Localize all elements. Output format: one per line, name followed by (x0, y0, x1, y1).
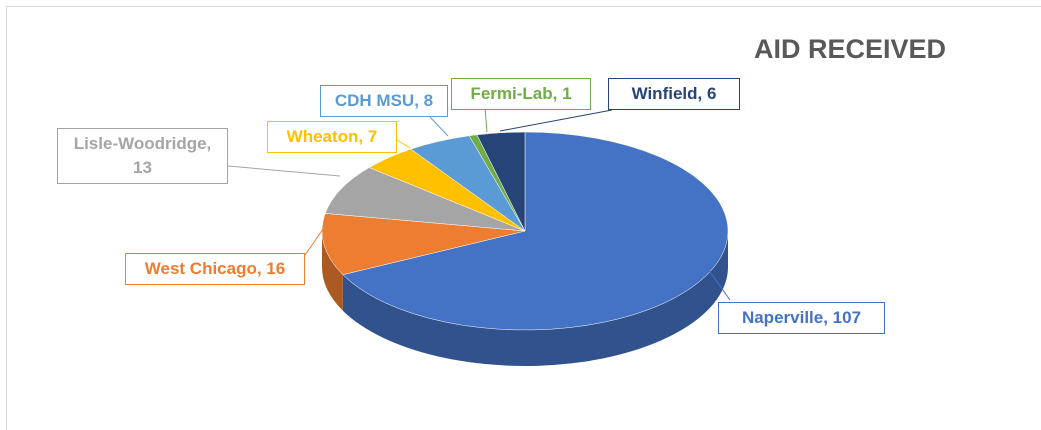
chart-title: AID RECEIVED (753, 34, 947, 64)
leader-line (304, 221, 329, 256)
leader-line (396, 139, 411, 149)
data-label: Fermi-Lab, 1 (451, 78, 591, 110)
pie-slice-side (342, 231, 728, 367)
pie-tops (321, 131, 729, 331)
leader-line (429, 116, 449, 137)
leader-line (227, 165, 341, 177)
leader-line (499, 109, 613, 132)
pie-sides (322, 231, 728, 367)
data-label: CDH MSU, 8 (320, 85, 448, 117)
leader-line (704, 264, 731, 301)
leader-line (484, 107, 488, 133)
pie-slice-side (322, 231, 343, 311)
data-label: Naperville, 107 (718, 302, 885, 334)
pie-slice (321, 213, 526, 275)
chart-border (6, 6, 1041, 430)
data-label: West Chicago, 16 (125, 253, 305, 285)
data-label: Wheaton, 7 (267, 121, 397, 153)
data-label: Winfield, 6 (608, 78, 740, 110)
pie-slice (324, 167, 526, 232)
pie-slice (476, 131, 526, 232)
pie-slice (342, 131, 729, 331)
data-label: Lisle-Woodridge, 13 (57, 128, 228, 184)
